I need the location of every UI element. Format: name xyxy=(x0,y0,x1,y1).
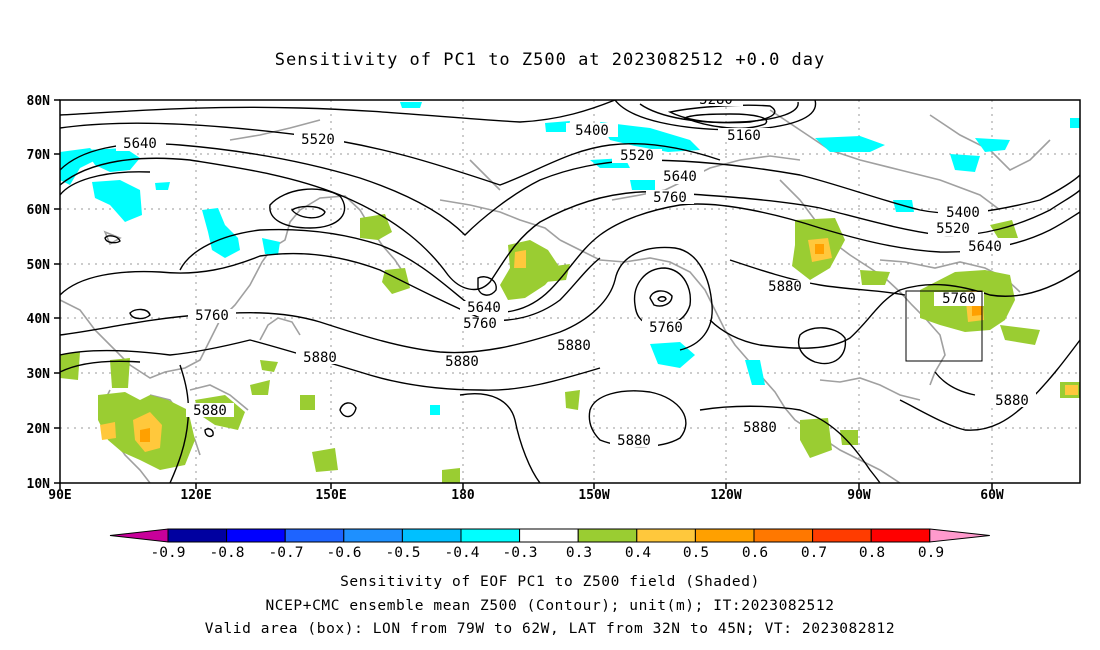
colorbar-segment xyxy=(636,528,696,543)
colorbar-segment xyxy=(577,528,638,543)
colorbar-label: -0.6 xyxy=(327,545,362,561)
colorbar-segment xyxy=(343,528,403,543)
coastlines xyxy=(60,109,1051,483)
lat-label: 80N xyxy=(27,94,51,109)
colorbar-low-end xyxy=(109,528,169,543)
colorbar-segment xyxy=(694,528,755,543)
lon-label: 150W xyxy=(578,488,609,503)
colorbar-segment xyxy=(401,528,462,543)
map-panel: 5280 5160 5400 5520 5640 5760 5880 5400 … xyxy=(60,92,1080,483)
latitude-labels: 80N 70N 60N 50N 40N 30N 20N 10N xyxy=(27,94,51,492)
colorbar-labels: -0.9 -0.8 -0.7 -0.6 -0.5 -0.4 -0.3 0.3 0… xyxy=(151,545,945,561)
axis-ticks xyxy=(54,99,993,489)
colorbar-label: 0.4 xyxy=(625,545,651,561)
contour-label: 5880 xyxy=(743,420,777,436)
colorbar-segment xyxy=(284,528,345,543)
lat-label: 40N xyxy=(27,312,51,327)
valid-area-box xyxy=(905,290,983,362)
plot-title: Sensitivity of PC1 to Z500 at 2023082512… xyxy=(274,50,826,70)
lon-label: 120E xyxy=(180,488,211,503)
colorbar-label: -0.4 xyxy=(445,545,480,561)
colorbar-label: 0.6 xyxy=(742,545,768,561)
contour-label: 5640 xyxy=(968,239,1002,255)
colorbar-segment xyxy=(753,528,814,543)
contour-label: 5880 xyxy=(768,279,802,295)
colorbar-segment xyxy=(460,528,521,543)
colorbar-label: -0.7 xyxy=(269,545,304,561)
lat-label: 10N xyxy=(27,477,51,492)
contour-label: 5400 xyxy=(575,123,609,139)
colorbar-label: -0.5 xyxy=(386,545,421,561)
colorbar-label: -0.8 xyxy=(210,545,245,561)
contour-label: 5640 xyxy=(467,300,501,316)
caption-shading: Sensitivity of EOF PC1 to Z500 field (Sh… xyxy=(340,574,760,590)
contour-label: 5880 xyxy=(617,433,651,449)
lon-label: 90W xyxy=(847,488,871,503)
contour-label: 5400 xyxy=(946,205,980,221)
contour-label: 5640 xyxy=(663,169,697,185)
caption-valid-area: Valid area (box): LON from 79W to 62W, L… xyxy=(204,621,896,637)
contour-label: 5520 xyxy=(936,221,970,237)
contour-label: 5640 xyxy=(123,136,157,152)
contour-label: 5520 xyxy=(620,148,654,164)
contour-label: 5880 xyxy=(445,354,479,370)
colorbar-label: 0.5 xyxy=(683,545,709,561)
contour-label: 5760 xyxy=(653,190,687,206)
colorbar-segment xyxy=(812,528,872,543)
contour-label: 5520 xyxy=(301,132,335,148)
lat-label: 60N xyxy=(27,203,51,218)
colorbar-label: 0.3 xyxy=(566,545,592,561)
contour-label: 5160 xyxy=(727,128,761,144)
colorbar-high-end xyxy=(929,528,990,543)
contour-label: 5760 xyxy=(195,308,229,324)
lon-label: 180 xyxy=(451,488,475,503)
colorbar xyxy=(109,528,990,543)
lon-label: 150E xyxy=(315,488,346,503)
colorbar-label: 0.7 xyxy=(801,545,827,561)
contour-label: 5760 xyxy=(942,291,976,307)
longitude-labels: 90E 120E 150E 180 150W 120W 90W 60W xyxy=(48,488,1004,503)
lat-label: 70N xyxy=(27,148,51,163)
contour-label: 5880 xyxy=(557,338,591,354)
colorbar-segment xyxy=(870,528,931,543)
sensitivity-shading xyxy=(60,102,1080,483)
contour-label: 5880 xyxy=(995,393,1029,409)
colorbar-label: 0.8 xyxy=(859,545,885,561)
contour-label: 5760 xyxy=(649,320,683,336)
colorbar-label: -0.3 xyxy=(503,545,538,561)
contour-labels: 5280 5160 5400 5520 5640 5760 5880 5400 … xyxy=(116,92,1036,449)
contour-label: 5760 xyxy=(463,316,497,332)
colorbar-segment xyxy=(519,528,579,543)
colorbar-label: -0.9 xyxy=(151,545,186,561)
contour-label: 5880 xyxy=(193,403,227,419)
caption-contour: NCEP+CMC ensemble mean Z500 (Contour); u… xyxy=(265,598,835,614)
lon-label: 120W xyxy=(710,488,741,503)
contour-label: 5280 xyxy=(699,92,733,108)
lat-label: 30N xyxy=(27,367,51,382)
map-frame xyxy=(59,99,1081,484)
colorbar-label: 0.9 xyxy=(918,545,944,561)
colorbar-segment xyxy=(226,528,286,543)
lon-label: 60W xyxy=(980,488,1004,503)
lon-label: 90E xyxy=(48,488,71,503)
colorbar-segment xyxy=(167,528,228,543)
lat-label: 20N xyxy=(27,422,51,437)
contour-label: 5880 xyxy=(303,350,337,366)
lat-label: 50N xyxy=(27,258,51,273)
